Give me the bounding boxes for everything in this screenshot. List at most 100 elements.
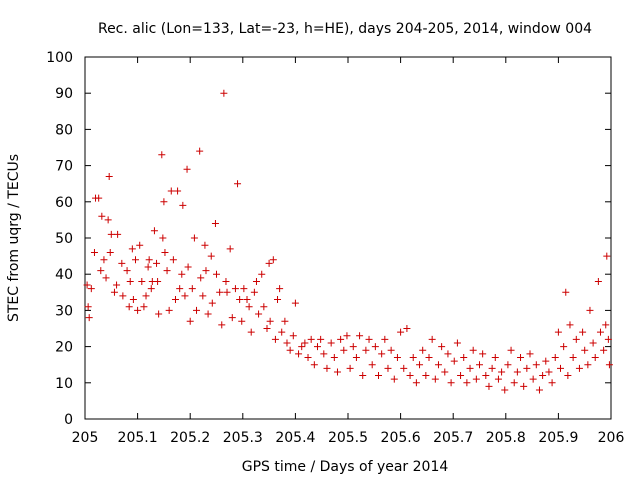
data-point <box>504 361 512 369</box>
data-point <box>330 353 338 361</box>
data-point <box>368 361 376 369</box>
data-point <box>295 350 303 358</box>
data-point <box>485 382 493 390</box>
data-point <box>365 335 373 343</box>
data-point <box>190 234 198 242</box>
y-tick-label: 70 <box>55 159 73 175</box>
data-point <box>269 256 277 264</box>
data-point <box>416 361 424 369</box>
data-point <box>406 372 414 380</box>
data-point <box>161 248 169 256</box>
data-point <box>469 346 477 354</box>
data-point <box>87 285 95 293</box>
data-point <box>113 281 121 289</box>
data-point <box>349 343 357 351</box>
data-point <box>428 335 436 343</box>
data-point <box>163 267 171 275</box>
data-point <box>586 306 594 314</box>
data-point <box>95 194 103 202</box>
data-point <box>301 339 309 347</box>
data-point <box>584 361 592 369</box>
data-point <box>155 310 163 318</box>
data-point <box>352 353 360 361</box>
data-point <box>213 270 220 278</box>
data-point <box>129 296 137 304</box>
data-point <box>498 368 506 376</box>
data-point <box>438 343 446 351</box>
y-tick-label: 40 <box>55 267 73 283</box>
data-point <box>291 299 299 307</box>
data-point <box>513 368 521 376</box>
data-point <box>507 346 515 354</box>
data-point <box>390 375 398 383</box>
data-point <box>160 198 168 206</box>
data-point <box>263 325 271 332</box>
data-point <box>313 343 321 351</box>
y-tick-label: 10 <box>55 376 73 392</box>
data-point <box>523 364 531 372</box>
data-point <box>447 379 455 387</box>
x-tick-label: 205 <box>72 430 99 446</box>
data-point <box>450 357 458 365</box>
data-point <box>343 332 351 340</box>
data-point <box>138 277 146 285</box>
data-point <box>106 248 114 256</box>
data-point <box>154 277 162 285</box>
y-tick-label: 20 <box>55 340 73 356</box>
data-point <box>207 252 215 260</box>
data-point <box>171 296 179 304</box>
data-point <box>159 234 167 242</box>
data-point <box>178 270 186 278</box>
data-point <box>491 353 499 361</box>
data-point <box>409 353 417 361</box>
data-point <box>193 306 201 314</box>
data-point <box>604 335 612 343</box>
data-point <box>397 328 405 336</box>
data-point <box>202 267 210 275</box>
data-point <box>179 201 187 209</box>
data-point <box>142 292 150 300</box>
data-point <box>274 296 282 304</box>
data-point <box>181 292 189 300</box>
y-tick-label: 90 <box>55 86 73 102</box>
data-point <box>255 310 263 318</box>
data-point <box>144 263 152 271</box>
data-point <box>84 303 92 311</box>
data-point <box>323 364 331 372</box>
data-point <box>199 292 207 300</box>
data-point <box>545 368 553 376</box>
data-point <box>100 256 108 264</box>
data-point <box>208 299 216 307</box>
data-point <box>278 328 286 336</box>
data-point <box>333 368 341 376</box>
data-point <box>197 274 205 282</box>
data-point <box>422 372 430 380</box>
data-point <box>165 306 173 314</box>
data-point <box>526 350 534 358</box>
data-point <box>247 328 255 336</box>
data-point <box>479 350 487 358</box>
data-point <box>472 375 480 383</box>
data-point <box>589 339 597 347</box>
data-point <box>245 303 253 311</box>
data-point <box>150 227 158 235</box>
data-points <box>83 89 613 394</box>
data-point <box>286 346 294 354</box>
data-point <box>218 321 226 329</box>
data-point <box>174 187 182 195</box>
data-point <box>575 364 583 372</box>
data-point <box>560 343 568 351</box>
data-point <box>188 285 196 293</box>
data-point <box>250 288 258 296</box>
data-point <box>419 346 427 354</box>
data-point <box>371 343 379 351</box>
x-tick-label: 205.7 <box>433 430 473 446</box>
data-point <box>201 241 209 249</box>
data-point <box>196 147 204 155</box>
x-tick-label: 205.2 <box>170 430 210 446</box>
data-point <box>520 382 528 390</box>
data-point <box>136 241 144 249</box>
data-point <box>412 379 420 387</box>
data-point <box>102 274 110 282</box>
data-point <box>304 353 312 361</box>
